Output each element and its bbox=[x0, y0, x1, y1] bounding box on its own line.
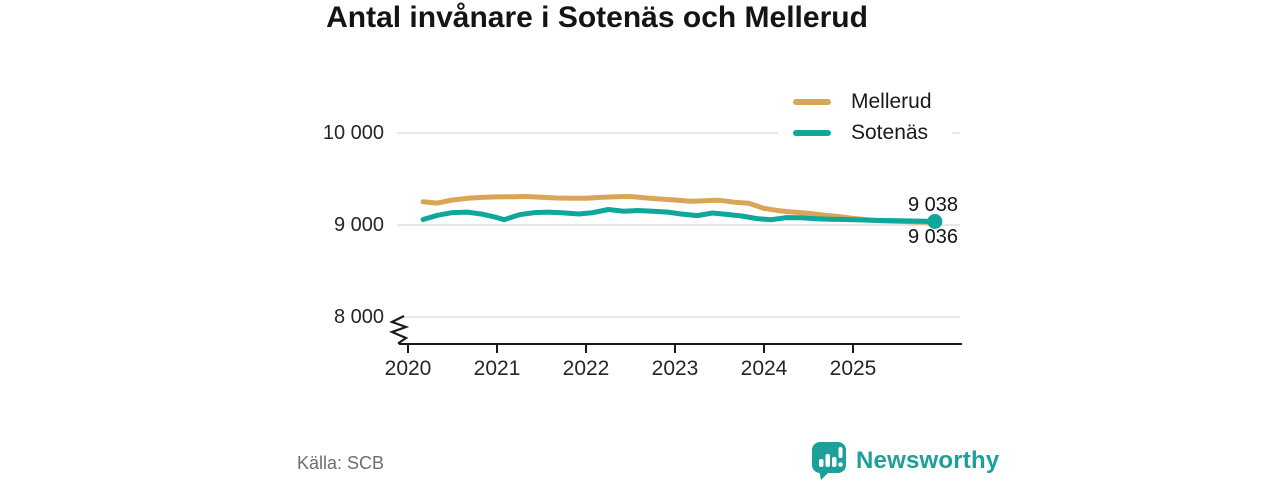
series-end-dot bbox=[927, 214, 943, 230]
source-label: Källa: SCB bbox=[297, 453, 385, 473]
brand-name: Newsworthy bbox=[856, 447, 1000, 474]
bar-chart-speech-bubble-icon bbox=[812, 442, 846, 480]
x-axis-label-2023: 2023 bbox=[651, 357, 699, 380]
legend-item-sotenas: Sotenäs bbox=[778, 117, 952, 148]
y-axis-label-10000: 10 000 bbox=[322, 122, 384, 144]
x-axis-label-2025: 2025 bbox=[829, 357, 877, 380]
mellerud-line-swatch-icon bbox=[793, 98, 831, 105]
legend-label-sotenas: Sotenäs bbox=[851, 120, 929, 144]
sotenas-line-swatch-icon bbox=[793, 129, 831, 136]
chart-title: Antal invånare i Sotenäs och Mellerud bbox=[326, 1, 868, 34]
newsworthy-logo: Newsworthy bbox=[810, 441, 999, 481]
legend-label-mellerud: Mellerud bbox=[851, 89, 932, 113]
x-axis-label-2024: 2024 bbox=[740, 357, 788, 380]
end-value-label-mellerud: 9 036 bbox=[907, 226, 958, 248]
y-axis-label-9000: 9 000 bbox=[333, 214, 384, 236]
x-axis-label-2020: 2020 bbox=[384, 357, 432, 380]
legend-item-mellerud: Mellerud bbox=[778, 86, 952, 117]
end-value-label-sotenas: 9 038 bbox=[907, 194, 958, 216]
x-axis-label-2022: 2022 bbox=[562, 357, 610, 380]
y-axis-break-icon bbox=[388, 315, 410, 345]
y-axis-label-8000: 8 000 bbox=[333, 306, 384, 328]
series-line-sotens bbox=[420, 207, 938, 224]
legend: Mellerud Sotenäs bbox=[778, 84, 952, 150]
x-axis-label-2021: 2021 bbox=[473, 357, 521, 380]
